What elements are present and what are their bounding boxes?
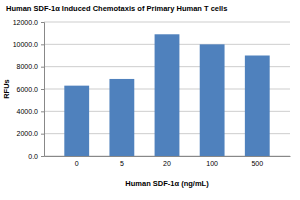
x-axis-title: Human SDF-1α (ng/mL) xyxy=(125,179,209,188)
y-tick-label: 2000.0 xyxy=(17,130,39,137)
y-tick: 0.0 xyxy=(28,153,44,160)
chart: 0.0 2000.0 4000.0 6000.0 8000.0 10000.0 12000.… xyxy=(0,0,300,200)
bar xyxy=(200,44,225,156)
y-tick-mark xyxy=(41,67,44,68)
bars xyxy=(64,34,269,156)
background xyxy=(0,0,300,200)
y-tick: 12000.0 xyxy=(13,19,44,26)
bar xyxy=(64,86,89,156)
x-tick: 0 xyxy=(75,156,79,167)
y-tick-mark xyxy=(41,89,44,90)
y-tick-label: 4000.0 xyxy=(17,108,39,115)
y-tick: 10000.0 xyxy=(13,41,44,48)
y-tick-mark xyxy=(41,134,44,135)
x-tick: 20 xyxy=(163,156,171,167)
x-tick-label: 0 xyxy=(75,160,79,167)
y-tick: 4000.0 xyxy=(17,108,44,115)
x-tick-label: 500 xyxy=(251,160,263,167)
y-tick: 8000.0 xyxy=(17,63,44,70)
x-tick-label: 100 xyxy=(206,160,218,167)
grid xyxy=(44,22,290,156)
y-tick-mark xyxy=(41,44,44,45)
y-tick-mark xyxy=(41,156,44,157)
grid-line xyxy=(44,22,290,23)
x-tick: 100 xyxy=(206,156,218,167)
x-tick: 500 xyxy=(251,156,263,167)
y-tick-label: 8000.0 xyxy=(17,63,39,70)
plot: 0.0 2000.0 4000.0 6000.0 8000.0 10000.0 12000.… xyxy=(13,19,291,167)
y-axis-line xyxy=(41,23,45,157)
y-tick: 6000.0 xyxy=(17,86,44,93)
bar xyxy=(155,34,180,156)
y-tick-label: 12000.0 xyxy=(13,19,38,26)
x-tick-label: 5 xyxy=(120,160,124,167)
title: Human SDF-1α Induced Chemotaxis of Prima… xyxy=(6,4,227,13)
y-tick-label: 6000.0 xyxy=(17,86,39,93)
y-tick: 2000.0 xyxy=(17,130,44,137)
x-axis-line xyxy=(45,156,291,157)
bar xyxy=(245,56,270,157)
bar xyxy=(109,79,134,156)
y-tick-mark xyxy=(41,22,44,23)
x-tick-label: 20 xyxy=(163,160,171,167)
y-axis-title: RFUs xyxy=(2,79,11,99)
y-axis: 0.0 2000.0 4000.0 6000.0 8000.0 10000.0 12000.… xyxy=(13,19,45,160)
x-tick: 5 xyxy=(120,156,124,167)
y-tick-label: 10000.0 xyxy=(13,41,38,48)
y-tick-mark xyxy=(41,111,44,112)
x-axis: 0 5 20 100 500 xyxy=(45,156,291,167)
y-tick-label: 0.0 xyxy=(28,153,38,160)
